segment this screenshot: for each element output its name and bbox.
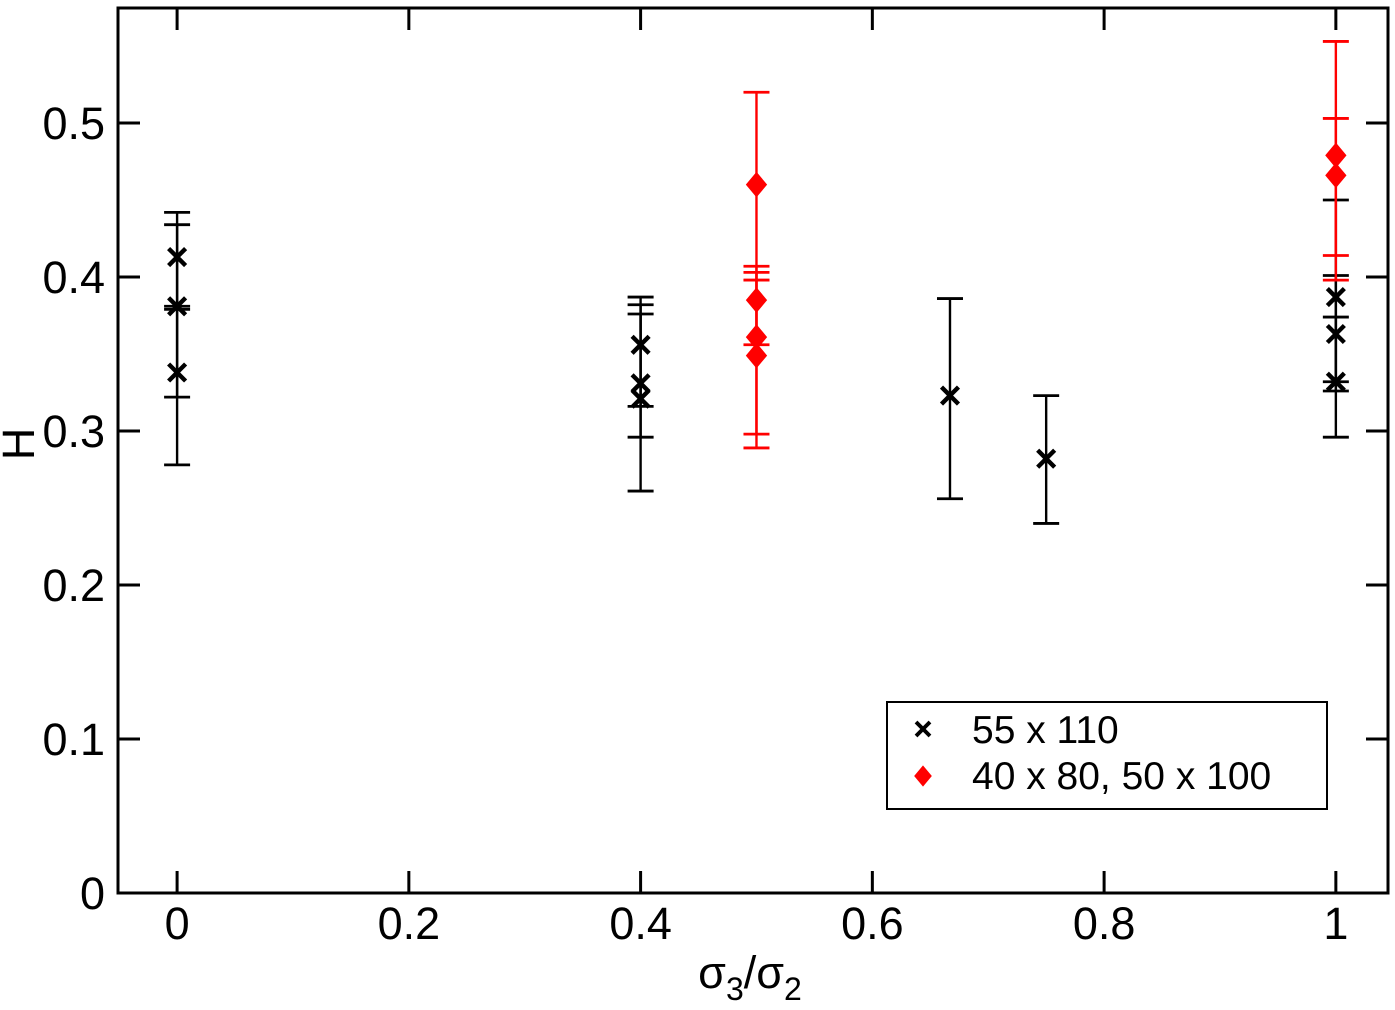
data-point-marker	[630, 334, 651, 355]
data-point-marker	[630, 388, 651, 409]
data-point-marker	[1325, 323, 1346, 345]
data-point-marker	[745, 171, 768, 198]
series-red-diamond	[743, 40, 1349, 450]
x-axis-label-part: /σ	[744, 947, 785, 998]
series-black-x	[164, 198, 1349, 525]
legend-marker-x	[914, 720, 932, 738]
data-point-marker	[1325, 162, 1347, 189]
data-point-marker	[1036, 448, 1057, 469]
data-point-marker	[1325, 286, 1346, 308]
error-bars	[743, 40, 1349, 450]
y-axis-label: H	[0, 428, 44, 461]
x-tick-label: 0.8	[1073, 898, 1136, 949]
y-tick-label: 0.4	[42, 252, 105, 303]
legend-marker-diamond	[914, 765, 932, 787]
x-tick-label: 0.4	[609, 898, 672, 949]
error-bar	[164, 304, 191, 467]
x-axis-ticks: 0 0.2 0.4 0.6 0.8 1	[165, 8, 1348, 949]
data-point-marker	[745, 342, 768, 369]
markers	[167, 246, 1346, 469]
data-point-marker	[939, 385, 961, 406]
y-tick-label: 0.5	[42, 98, 105, 149]
x-tick-label: 0	[165, 898, 190, 949]
legend-label: 55 x 110	[972, 709, 1119, 752]
y-tick-label: 0	[80, 868, 105, 919]
x-axis-label-part: 2	[784, 971, 802, 1007]
x-axis-label-part: σ	[698, 947, 726, 998]
y-axis-ticks: 0 0.1 0.2 0.3 0.4 0.5	[42, 98, 1388, 919]
markers	[745, 142, 1347, 369]
y-tick-label: 0.1	[42, 714, 105, 765]
x-axis-label-part: 3	[726, 971, 744, 1007]
legend-label: 40 x 80, 50 x 100	[972, 755, 1271, 798]
data-point-marker	[167, 296, 188, 317]
data-point-marker	[1325, 371, 1346, 392]
data-point-marker	[167, 362, 188, 383]
x-axis-label: σ3/σ2	[698, 947, 802, 1007]
y-tick-label: 0.3	[42, 406, 105, 457]
legend-box	[886, 701, 1328, 810]
data-point-marker	[167, 246, 188, 268]
x-tick-label: 0.6	[841, 898, 904, 949]
data-point-marker	[745, 287, 768, 313]
x-tick-label: 1	[1323, 898, 1348, 949]
x-tick-label: 0.2	[378, 898, 441, 949]
y-tick-label: 0.2	[42, 560, 105, 611]
data-point-marker	[630, 373, 651, 394]
plot-border	[116, 6, 1390, 895]
